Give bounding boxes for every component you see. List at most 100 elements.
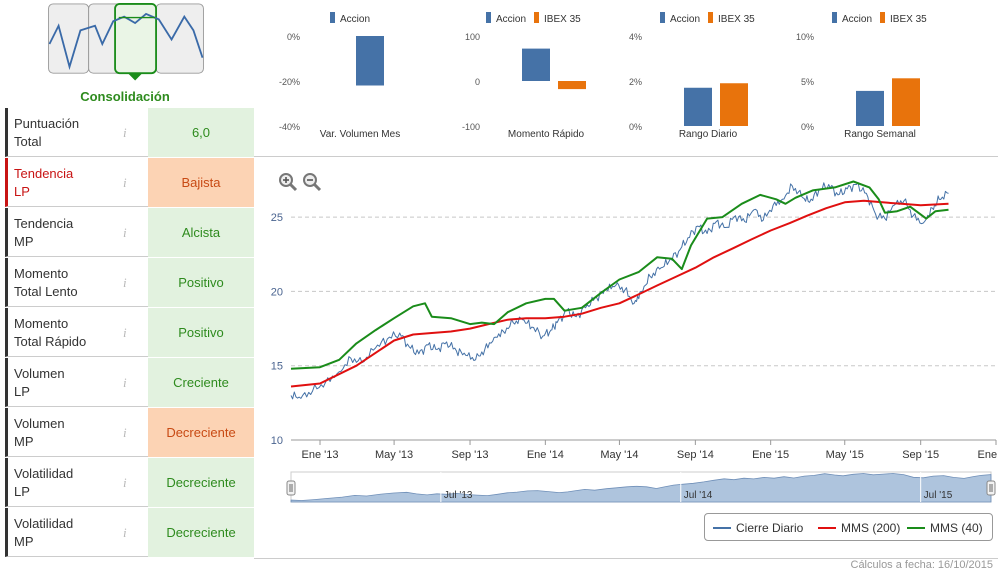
navigator-handle-right[interactable]: [986, 480, 996, 496]
mini-tick-label: -40%: [279, 122, 300, 132]
indicator-name-line2: LP: [14, 384, 30, 399]
mini-legend-label: Accion: [670, 14, 700, 25]
series-mms-40[interactable]: [290, 180, 949, 370]
indicator-row[interactable]: Volatilidad LP i Decreciente: [5, 458, 254, 508]
indicator-name-line2: Total Rápido: [14, 334, 87, 349]
mini-legend-swatch: [880, 12, 885, 23]
mini-legend-label: Accion: [340, 14, 370, 25]
indicator-value: Bajista: [148, 158, 254, 207]
indicator-name-line1: Tendencia: [14, 166, 74, 181]
phase-diagram: [48, 3, 204, 81]
indicator-row[interactable]: Volumen MP i Decreciente: [5, 408, 254, 458]
mini-chart-title: Rango Semanal: [844, 129, 916, 140]
indicator-value: Decreciente: [148, 508, 254, 557]
indicator-value: Creciente: [148, 358, 254, 407]
mini-bar[interactable]: [892, 78, 920, 126]
mini-chart-momento: Accion IBEX 35 100 0 -100 Momento Rápido: [462, 12, 586, 140]
y-tick-label: 20: [271, 286, 283, 298]
mini-tick-label: 100: [465, 32, 480, 42]
info-icon[interactable]: i: [123, 275, 127, 290]
mini-legend-label: IBEX 35: [718, 14, 755, 25]
mini-legend-swatch: [486, 12, 491, 23]
mini-tick-label: 2%: [629, 77, 642, 87]
legend-item-cierre[interactable]: Cierre Diario: [713, 521, 803, 535]
indicator-value: 6,0: [148, 108, 254, 157]
mini-tick-label: 5%: [801, 77, 814, 87]
mini-tick-label: 10%: [796, 32, 814, 42]
indicator-name-line2: LP: [14, 184, 30, 199]
indicator-name: Volatilidad MP: [5, 508, 148, 557]
phase-label: Consolidación: [80, 89, 170, 104]
legend-item-mms200[interactable]: MMS (200): [818, 521, 900, 535]
mini-tick-label: 0%: [287, 32, 300, 42]
phase-box-selected[interactable]: [114, 3, 157, 75]
indicator-name: Momento Total Lento: [5, 258, 148, 307]
indicator-name-line2: Total: [14, 134, 42, 149]
legend-label: MMS (40): [930, 521, 983, 535]
navigator-label: Jul '14: [684, 490, 713, 501]
mini-tick-label: 4%: [629, 32, 642, 42]
indicator-row[interactable]: Momento Total Rápido i Positivo: [5, 308, 254, 358]
mini-bar[interactable]: [522, 48, 550, 81]
mini-chart-volumen: Accion 0% -20% -40% Var. Volumen Mes: [279, 12, 400, 140]
indicator-name-line2: MP: [14, 434, 34, 449]
mini-tick-label: -20%: [279, 77, 300, 87]
info-icon[interactable]: i: [123, 175, 127, 190]
mini-legend-label: Accion: [842, 14, 872, 25]
indicator-name-line2: MP: [14, 234, 34, 249]
indicator-name: Volatilidad LP: [5, 458, 148, 507]
series-mms-200[interactable]: [290, 199, 949, 388]
info-icon[interactable]: i: [123, 425, 127, 440]
mini-legend-swatch: [330, 12, 335, 23]
mini-legend-label: IBEX 35: [544, 14, 581, 25]
indicator-row[interactable]: Tendencia LP i Bajista: [5, 158, 254, 208]
zoom-out-icon[interactable]: [302, 172, 322, 192]
mini-tick-label: -100: [462, 122, 480, 132]
x-tick-label: Ene '14: [527, 449, 564, 461]
indicator-name: Tendencia LP: [5, 158, 148, 207]
indicator-value: Positivo: [148, 258, 254, 307]
mini-chart-title: Momento Rápido: [508, 129, 585, 140]
indicator-name: Tendencia MP: [5, 208, 148, 257]
mini-bar[interactable]: [558, 81, 586, 90]
info-icon[interactable]: i: [123, 525, 127, 540]
mini-legend-swatch: [534, 12, 539, 23]
mini-bar[interactable]: [720, 83, 748, 126]
x-tick-label: Sep '15: [902, 449, 939, 461]
indicator-value: Positivo: [148, 308, 254, 357]
indicator-value: Decreciente: [148, 458, 254, 507]
chart-legend: Cierre Diario MMS (200) MMS (40): [704, 513, 993, 541]
mini-bar[interactable]: [856, 90, 884, 126]
mini-bar[interactable]: [684, 87, 712, 126]
indicator-name-line1: Volumen: [14, 416, 65, 431]
mini-bar[interactable]: [356, 36, 384, 86]
indicator-table: Puntuación Total i 6,0 Tendencia LP i Bajista Te…: [5, 108, 254, 558]
info-icon[interactable]: i: [123, 325, 127, 340]
indicator-row[interactable]: Volumen LP i Creciente: [5, 358, 254, 408]
mini-legend-label: IBEX 35: [890, 14, 927, 25]
legend-item-mms40[interactable]: MMS (40): [907, 521, 983, 535]
indicator-row[interactable]: Tendencia MP i Alcista: [5, 208, 254, 258]
indicator-name-line2: MP: [14, 534, 34, 549]
legend-label: MMS (200): [841, 521, 901, 535]
indicator-row[interactable]: Momento Total Lento i Positivo: [5, 258, 254, 308]
indicator-name-line2: Total Lento: [14, 284, 78, 299]
indicator-row[interactable]: Puntuación Total i 6,0: [5, 108, 254, 158]
y-tick-label: 15: [271, 361, 283, 373]
info-icon[interactable]: i: [123, 225, 127, 240]
x-tick-label: May '13: [375, 449, 413, 461]
info-icon[interactable]: i: [123, 475, 127, 490]
indicator-name: Puntuación Total: [5, 108, 148, 157]
indicator-row[interactable]: Volatilidad MP i Decreciente: [5, 508, 254, 558]
series-cierre-diario[interactable]: [290, 182, 949, 400]
price-chart: 10 15 20 25 Ene '13 May '13 Sep '13 Ene '14 May …: [271, 180, 998, 503]
navigator-handle-left[interactable]: [286, 480, 296, 496]
info-icon[interactable]: i: [123, 375, 127, 390]
indicator-name-line1: Puntuación: [14, 116, 80, 131]
y-tick-label: 10: [271, 435, 283, 447]
info-icon[interactable]: i: [123, 125, 127, 140]
zoom-in-icon[interactable]: [278, 172, 298, 192]
indicator-name: Volumen MP: [5, 408, 148, 457]
navigator-area: [290, 473, 992, 503]
indicator-name-line1: Volatilidad: [14, 466, 74, 481]
